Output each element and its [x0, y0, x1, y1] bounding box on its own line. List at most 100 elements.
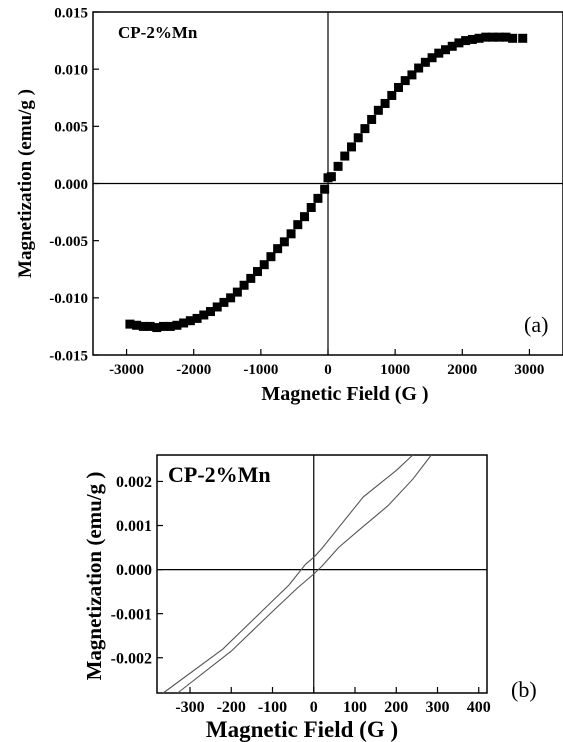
data-point — [347, 142, 356, 152]
x-tick-label: 0 — [310, 699, 318, 716]
data-point — [420, 57, 430, 67]
data-point — [380, 98, 390, 108]
data-point — [414, 63, 424, 73]
x-tick-label: -3000 — [109, 362, 144, 378]
data-point — [447, 41, 457, 51]
data-point — [461, 36, 471, 46]
y-tick-label: 0.000 — [54, 177, 88, 193]
data-point — [199, 310, 209, 320]
data-point — [320, 184, 330, 194]
x-axis-label-a: Magnetic Field (G ) — [261, 383, 428, 405]
data-point — [387, 90, 397, 100]
data-point — [434, 48, 444, 58]
data-point — [152, 323, 162, 333]
data-point — [407, 70, 417, 80]
data-point — [253, 267, 262, 277]
data-point — [132, 320, 142, 330]
data-point — [165, 321, 175, 331]
data-point — [246, 273, 256, 283]
data-point — [300, 212, 309, 222]
x-tick-label: 1000 — [380, 362, 410, 378]
data-point — [279, 237, 289, 247]
data-point — [172, 320, 182, 330]
y-tick-label: 0.015 — [54, 5, 88, 21]
data-point — [145, 321, 155, 331]
data-point — [293, 220, 303, 230]
y-axis-label-b: Magnetization (emu/g ) — [82, 472, 106, 681]
data-point — [273, 244, 283, 254]
data-point — [206, 307, 215, 317]
data-point — [159, 321, 168, 331]
x-tick-label: 100 — [343, 699, 367, 716]
data-point — [232, 287, 242, 297]
data-point — [226, 293, 236, 303]
plot-frame-b — [156, 454, 488, 694]
y-tick-label: 0.010 — [54, 62, 88, 78]
y-tick-label: -0.002 — [111, 650, 152, 667]
panel-label-b: (b) — [511, 677, 537, 702]
zero-lines-a — [93, 12, 563, 355]
panel-label-a: (a) — [524, 312, 548, 337]
data-point — [212, 302, 222, 312]
data-point — [494, 32, 504, 42]
y-tick-label: 0.005 — [54, 120, 88, 136]
y-tick-label: -0.010 — [49, 291, 88, 307]
data-point — [481, 32, 491, 42]
loop-branch-lower — [177, 454, 432, 694]
x-tick-label: -300 — [175, 699, 204, 716]
y-tick-label: 0.002 — [116, 474, 152, 491]
data-point — [467, 34, 477, 44]
panel-a: -3000 -2000 -1000 0 1000 2000 3000 -0.015 -0.010… — [15, 5, 563, 405]
x-tick-label: 200 — [384, 699, 408, 716]
data-point — [394, 82, 403, 92]
data-point — [185, 316, 195, 326]
data-point — [454, 38, 464, 48]
data-point — [306, 203, 316, 213]
x-tick-label: 300 — [426, 699, 450, 716]
y-tick-label: -0.001 — [111, 606, 152, 623]
data-point — [488, 32, 497, 42]
data-point — [474, 33, 484, 43]
y-axis-label-a: Magnetization (emu/g ) — [15, 89, 36, 278]
data-point — [501, 32, 511, 42]
sample-label-b: CP-2%Mn — [168, 462, 271, 487]
data-point — [353, 133, 363, 143]
x-tick-label: -200 — [217, 699, 246, 716]
data-point — [239, 280, 249, 290]
data-point — [192, 313, 202, 323]
loop-branch-upper — [162, 454, 414, 694]
y-tick-label: -0.005 — [49, 234, 88, 250]
data-point — [179, 318, 189, 328]
data-point — [286, 229, 296, 239]
data-point — [266, 252, 276, 262]
data-point — [340, 151, 350, 161]
sample-label-a: CP-2%Mn — [118, 23, 198, 42]
data-point — [441, 45, 450, 55]
panel-b: -300 -200 -100 0 100 200 300 400 -0.002 -0.001 0.0… — [82, 454, 537, 742]
data-point — [333, 161, 343, 171]
ticks-a: -3000 -2000 -1000 0 1000 2000 3000 -0.015 -0.010… — [49, 5, 544, 378]
y-tick-label: 0.001 — [116, 518, 152, 535]
x-tick-label: -100 — [258, 699, 287, 716]
data-point — [326, 172, 336, 182]
loop-curves-b — [162, 454, 432, 694]
data-point — [373, 105, 383, 115]
data-point — [400, 76, 410, 86]
data-point — [360, 124, 370, 134]
data-point — [508, 33, 518, 43]
zero-lines-b — [157, 455, 487, 693]
x-axis-label-b: Magnetic Field (G ) — [206, 717, 398, 742]
x-tick-label: 2000 — [447, 362, 477, 378]
data-point — [138, 321, 148, 331]
data-point — [518, 33, 528, 43]
x-tick-label: 3000 — [514, 362, 544, 378]
ticks-b: -300 -200 -100 0 100 200 300 400 -0.002 -0.001 0.0… — [111, 474, 491, 716]
data-point — [259, 260, 269, 270]
y-tick-label: 0.000 — [116, 562, 152, 579]
data-point — [219, 297, 229, 307]
data-point — [427, 53, 437, 63]
x-tick-label: -2000 — [176, 362, 211, 378]
x-tick-label: -1000 — [243, 362, 278, 378]
y-tick-label: -0.015 — [49, 348, 88, 364]
